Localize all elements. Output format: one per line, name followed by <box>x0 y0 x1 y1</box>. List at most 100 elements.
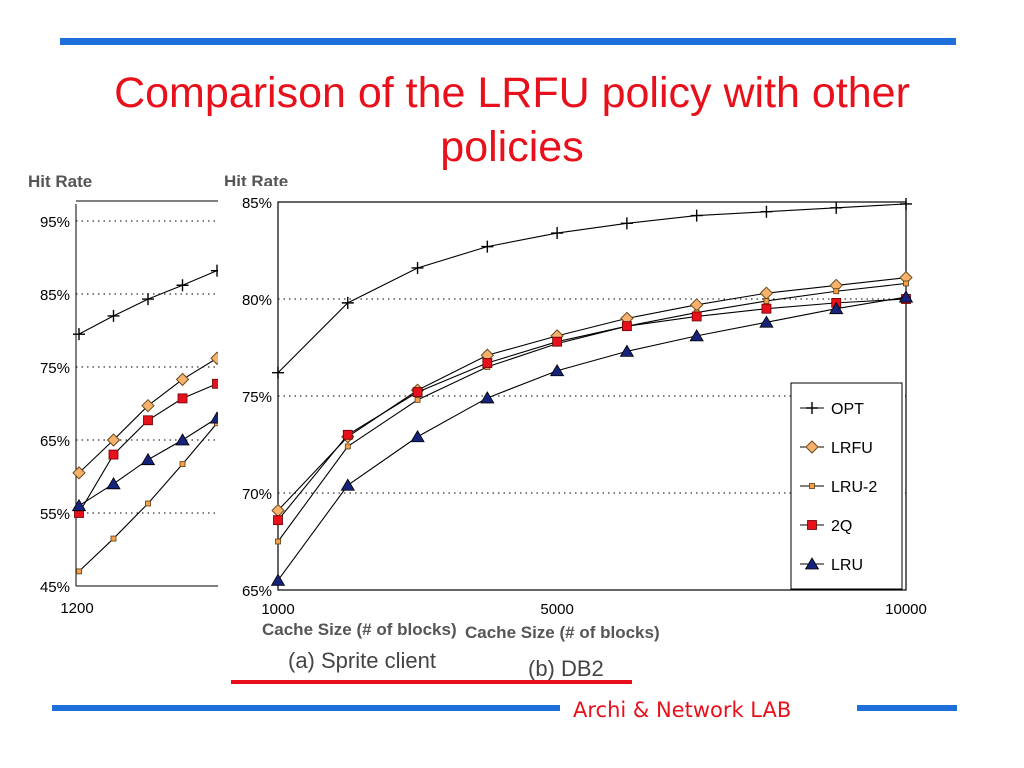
chart-b-y-tick-label: 70% <box>242 486 272 503</box>
chart-a-point-lru <box>175 433 190 446</box>
chart-b-point-lru <box>410 429 425 443</box>
chart-b-legend-marker-lru-2 <box>809 483 815 489</box>
chart-b-point-opt <box>481 240 494 253</box>
chart-b-legend-label-lru-2: LRU-2 <box>831 479 877 496</box>
chart-a-y-tick-label: 65% <box>40 433 70 450</box>
chart-a-point-opt <box>211 264 218 277</box>
chart-b-legend-label-lrfu: LRFU <box>831 440 873 457</box>
slide-title-line-2: policies <box>440 123 584 171</box>
chart-b-point-lru <box>829 301 844 315</box>
chart-b-legend-marker-lrfu <box>805 440 819 454</box>
chart-b-series-line-lru-2 <box>277 282 907 542</box>
chart-a-point-lru <box>71 498 87 512</box>
chart-b-x-tick-label: 5000 <box>540 601 573 618</box>
chart-b-point-2q <box>621 321 632 332</box>
chart-b-y-tick-label: 80% <box>242 292 272 309</box>
chart-b-legend-label-lru: LRU <box>831 557 863 574</box>
chart-b-point-lru <box>898 290 914 303</box>
chart-b-point-lru-2 <box>275 538 281 545</box>
chart-b-legend-marker-opt <box>806 402 818 414</box>
chart-a-point-lru-2 <box>145 500 151 507</box>
chart-a-series-line-2q <box>78 382 218 514</box>
chart-a-point-2q <box>212 378 218 389</box>
chart-a-ylabel: Hit Rate <box>28 172 93 191</box>
chart-a-point-2q <box>177 393 188 404</box>
chart-a-xlabel: Cache Size (# of blocks) <box>262 620 457 639</box>
chart-b-point-lru <box>270 573 286 586</box>
chart-b-y-tick-label: 75% <box>242 389 272 406</box>
chart-a: 95% 85% 75% 65% 55% 45% 1200 <box>40 200 218 617</box>
chart-a-point-lrfu <box>106 433 121 447</box>
footer-rule-right <box>857 705 957 711</box>
chart-a-point-lrfu <box>72 466 86 480</box>
chart-b-legend-marker-2q <box>807 520 817 530</box>
chart-b-y-tick-label: 65% <box>242 583 272 600</box>
chart-a-point-lru <box>140 452 156 466</box>
chart-b-point-opt <box>620 217 633 230</box>
chart-b: 85% 80% 75% 70% 65%1000 5000 10000 OPT LRFU LRU-2… <box>218 186 927 618</box>
chart-b-legend-marker-lru <box>804 557 820 570</box>
slide-title: Comparison of the LRFU policy with other… <box>80 66 944 174</box>
top-rule <box>60 38 956 45</box>
chart-b-point-lru <box>480 391 495 404</box>
chart-b-point-opt <box>900 197 912 210</box>
chart-a-y-tick-label: 75% <box>40 360 70 377</box>
chart-b-series-line-lru <box>277 296 907 581</box>
chart-a-y-tick-label: 85% <box>40 287 70 304</box>
chart-b-point-opt <box>551 227 564 240</box>
footer-lab-name: Archi & Network LAB <box>573 698 792 722</box>
chart-b-x-tick-label: 10000 <box>885 601 927 618</box>
chart-b-point-opt <box>272 366 284 379</box>
chart-b-xlabel: Cache Size (# of blocks) <box>465 623 660 642</box>
chart-b-point-lru-2 <box>763 298 770 304</box>
chart-a-plot <box>71 200 218 587</box>
chart-b-legend: OPT LRFU LRU-2 2Q LRU <box>790 382 903 590</box>
chart-b-point-opt <box>341 296 354 309</box>
chart-b-x-tick-label: 1000 <box>261 601 294 618</box>
chart-a-y-tick-label: 45% <box>40 579 70 596</box>
chart-b-point-lru-2 <box>344 443 351 450</box>
chart-a-series-line-lru-2 <box>78 422 218 572</box>
chart-a-point-lrfu <box>175 372 190 387</box>
chart-a-point-opt <box>176 279 189 292</box>
footer-rule-left <box>52 705 560 711</box>
chart-b-legend-label-opt: OPT <box>831 401 864 418</box>
chart-a-point-2q <box>108 449 119 460</box>
chart-b-point-opt <box>760 205 773 218</box>
chart-b-point-2q <box>273 515 283 526</box>
chart-b-point-2q <box>482 358 493 368</box>
chart-b-point-opt <box>830 201 843 214</box>
chart-a-y-tick-label: 55% <box>40 506 70 523</box>
chart-b-point-lru <box>340 478 355 491</box>
chart-a-point-lrfu <box>141 398 155 413</box>
chart-b-point-lru-2 <box>833 288 840 295</box>
chart-b-point-opt <box>690 209 703 222</box>
chart-b-point-2q <box>342 429 353 440</box>
chart-a-point-opt <box>107 309 120 322</box>
chart-b-point-lru <box>549 363 565 377</box>
chart-b-point-2q <box>761 303 772 314</box>
chart-a-point-lru-2 <box>110 535 117 542</box>
chart-b-series-line-opt <box>277 203 907 374</box>
chart-a-series-line-lrfu <box>78 357 218 474</box>
chart-a-point-2q <box>143 415 153 426</box>
chart-b-point-lru <box>759 315 774 328</box>
chart-b-point-lru <box>619 344 635 357</box>
caption-a: (a) Sprite client <box>288 648 436 673</box>
chart-b-point-2q <box>552 336 563 347</box>
chart-a-point-lru-2 <box>76 568 82 575</box>
chart-a-series-line-opt <box>78 269 218 335</box>
chart-b-y-tick-label: 85% <box>242 195 272 212</box>
chart-b-point-opt <box>411 261 424 274</box>
chart-b-point-lru <box>689 329 704 342</box>
chart-b-point-2q <box>412 387 423 398</box>
chart-b-series-line-2q <box>277 298 907 521</box>
caption-underline <box>231 680 632 684</box>
caption-b: (b) DB2 <box>528 656 604 681</box>
chart-b-point-2q <box>691 311 702 322</box>
chart-a-point-lru <box>209 411 218 424</box>
chart-a-point-opt <box>142 293 154 306</box>
chart-a-point-opt <box>73 328 85 341</box>
chart-b-legend-label-2q: 2Q <box>831 518 852 535</box>
